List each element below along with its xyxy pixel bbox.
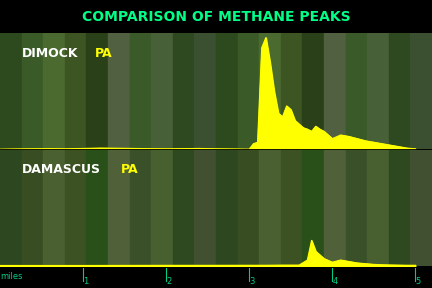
Bar <box>151 33 173 149</box>
Bar <box>130 33 151 149</box>
Bar <box>173 149 194 266</box>
Bar <box>302 149 324 266</box>
Text: 5: 5 <box>416 277 421 286</box>
Bar <box>65 149 86 266</box>
Bar <box>216 33 238 149</box>
Bar <box>346 149 367 266</box>
Bar <box>194 149 216 266</box>
Text: DIMOCK: DIMOCK <box>22 47 78 60</box>
Bar <box>389 149 410 266</box>
Bar <box>238 149 259 266</box>
Text: DAMASCUS: DAMASCUS <box>22 164 101 177</box>
Bar <box>259 149 281 266</box>
Text: 3: 3 <box>249 277 254 286</box>
Bar <box>173 33 194 149</box>
Bar <box>86 149 108 266</box>
Bar <box>302 33 324 149</box>
Bar <box>22 33 43 149</box>
Bar <box>216 149 238 266</box>
Text: miles: miles <box>0 272 22 281</box>
Bar <box>108 33 130 149</box>
Bar <box>43 33 65 149</box>
Bar <box>281 149 302 266</box>
Bar <box>281 33 302 149</box>
Text: 1: 1 <box>83 277 88 286</box>
Bar <box>324 33 346 149</box>
Bar <box>238 33 259 149</box>
Bar <box>259 33 281 149</box>
Bar <box>151 149 173 266</box>
Text: PA: PA <box>121 164 139 177</box>
Text: COMPARISON OF METHANE PEAKS: COMPARISON OF METHANE PEAKS <box>82 10 350 24</box>
Text: PA: PA <box>95 47 113 60</box>
Bar <box>65 33 86 149</box>
Text: 2: 2 <box>166 277 172 286</box>
Bar <box>0 33 22 149</box>
Bar <box>367 33 389 149</box>
Bar <box>194 33 216 149</box>
Bar <box>389 33 410 149</box>
Bar <box>0 149 22 266</box>
Bar <box>22 149 43 266</box>
Bar <box>346 33 367 149</box>
Bar <box>410 33 432 149</box>
Bar <box>324 149 346 266</box>
Bar <box>108 149 130 266</box>
Bar <box>86 33 108 149</box>
Bar <box>410 149 432 266</box>
Bar <box>367 149 389 266</box>
Bar <box>130 149 151 266</box>
Text: 4: 4 <box>332 277 337 286</box>
Bar <box>43 149 65 266</box>
